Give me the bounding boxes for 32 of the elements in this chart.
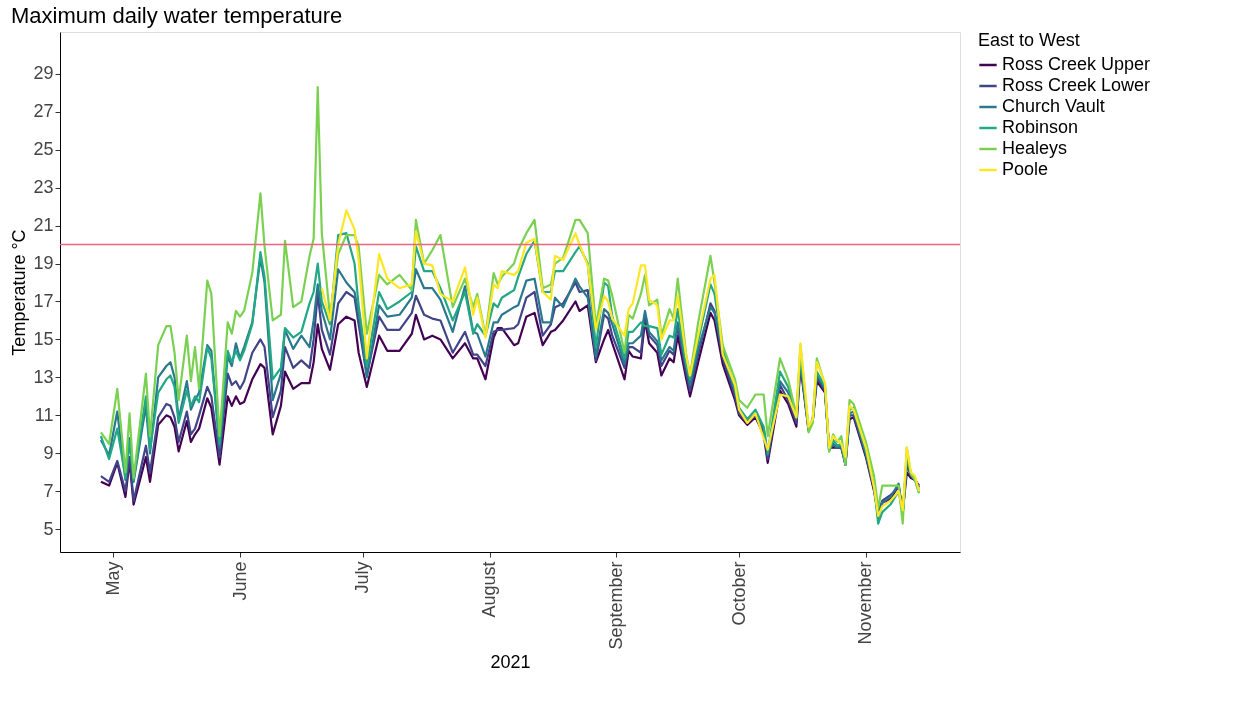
y-tick-label: 27 [33,101,54,122]
legend-title: East to West [978,30,1080,50]
x-tick-label: August [479,561,500,618]
line-series [99,85,921,525]
x-tick-label: November [855,561,876,645]
y-tick-label: 7 [43,480,54,501]
line-series [320,209,921,518]
y-tick-label: 19 [33,253,54,274]
y-tick-label: 9 [43,442,54,463]
x-axis-title: 2021 [490,651,531,672]
legend-label: Poole [1002,159,1049,179]
chart-title: Maximum daily water temperature [10,3,343,28]
y-tick-label: 23 [33,177,54,198]
legend-label: Church Vault [1002,96,1105,116]
x-tick-label: September [605,561,626,650]
y-tick-label: 29 [33,63,54,84]
legend-label: Ross Creek Lower [1002,75,1151,95]
legend-label: Robinson [1002,117,1079,137]
legend-label: Ross Creek Upper [1002,54,1151,74]
legend-label: Healeys [1002,138,1068,158]
y-tick-label: 13 [33,366,54,387]
y-tick-label: 11 [34,404,54,425]
y-tick-label: 15 [33,328,54,349]
x-tick-label: July [352,561,373,594]
x-tick-label: October [728,561,749,626]
x-tick-label: May [102,561,123,596]
y-tick-label: 17 [33,290,54,311]
x-tick-label: June [229,561,250,601]
y-tick-label: 5 [43,518,54,539]
y-tick-label: 25 [33,139,54,160]
y-axis-title: Temperature °C [9,229,30,356]
y-tick-label: 21 [33,215,54,236]
